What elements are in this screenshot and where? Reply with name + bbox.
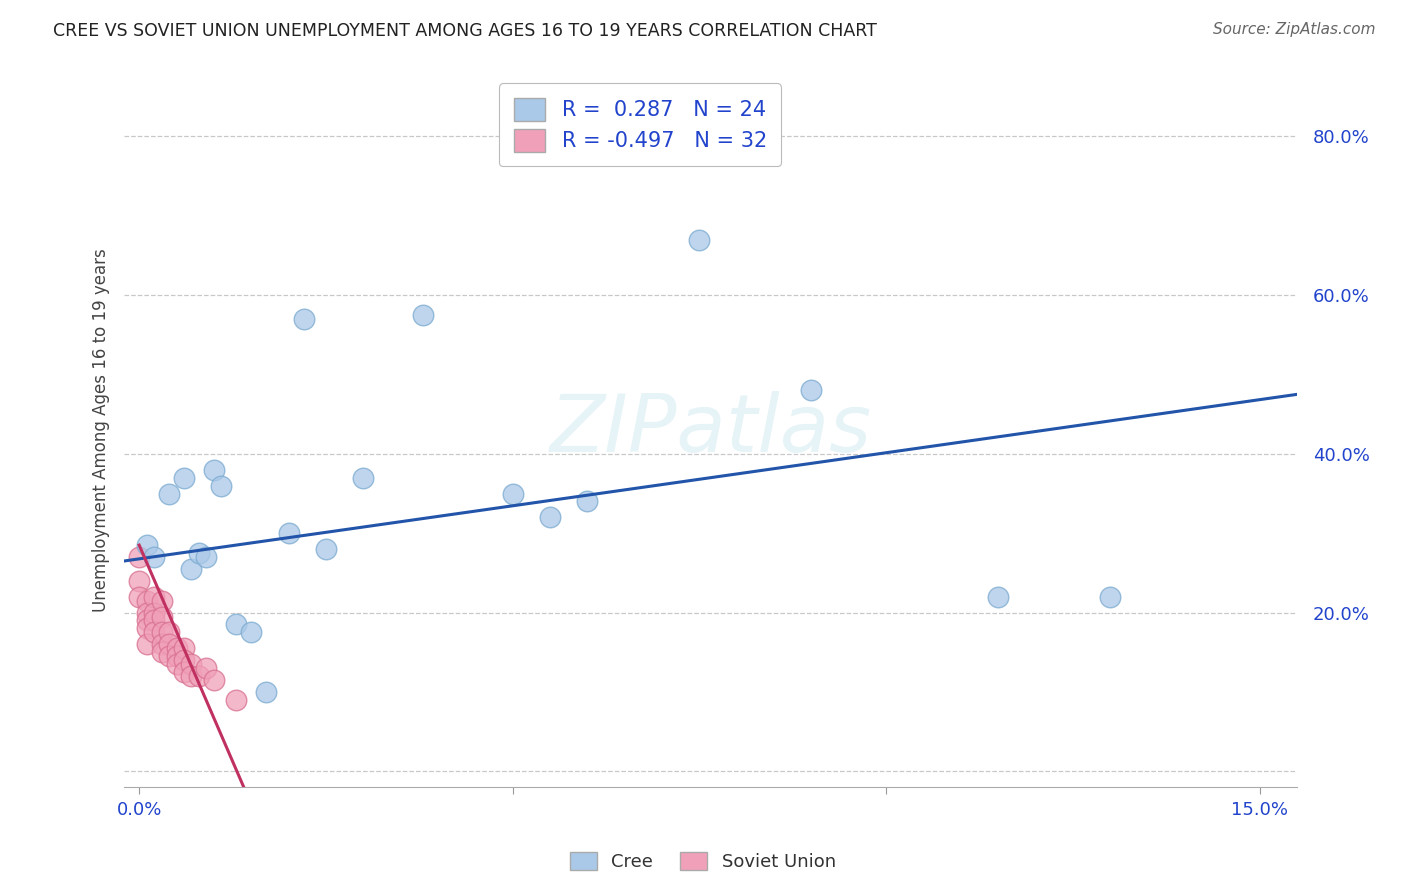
Point bbox=[187, 669, 209, 683]
Text: CREE VS SOVIET UNION UNEMPLOYMENT AMONG AGES 16 TO 19 YEARS CORRELATION CHART: CREE VS SOVIET UNION UNEMPLOYMENT AMONG … bbox=[53, 22, 877, 40]
Point bbox=[135, 593, 157, 607]
Point bbox=[150, 637, 173, 651]
Point bbox=[157, 486, 180, 500]
Point bbox=[1099, 590, 1122, 604]
Point bbox=[412, 308, 434, 322]
Point bbox=[502, 486, 524, 500]
Point bbox=[157, 625, 180, 640]
Point bbox=[688, 233, 710, 247]
Point bbox=[187, 546, 209, 560]
Point bbox=[166, 657, 188, 672]
Point bbox=[143, 614, 166, 628]
Point bbox=[128, 549, 150, 564]
Point bbox=[135, 622, 157, 636]
Point bbox=[292, 312, 315, 326]
Point bbox=[143, 549, 166, 564]
Point bbox=[173, 641, 195, 656]
Point bbox=[173, 665, 195, 679]
Point bbox=[180, 657, 202, 672]
Point bbox=[157, 637, 180, 651]
Point bbox=[209, 478, 232, 492]
Legend: R =  0.287   N = 24, R = -0.497   N = 32: R = 0.287 N = 24, R = -0.497 N = 32 bbox=[499, 83, 782, 166]
Point bbox=[150, 625, 173, 640]
Point bbox=[195, 661, 218, 675]
Point bbox=[150, 645, 173, 659]
Point bbox=[202, 463, 225, 477]
Point bbox=[135, 606, 157, 620]
Point bbox=[202, 673, 225, 687]
Point bbox=[173, 653, 195, 667]
Point bbox=[135, 637, 157, 651]
Point bbox=[157, 649, 180, 664]
Point bbox=[180, 562, 202, 576]
Y-axis label: Unemployment Among Ages 16 to 19 years: Unemployment Among Ages 16 to 19 years bbox=[93, 248, 110, 612]
Point bbox=[987, 590, 1010, 604]
Text: Source: ZipAtlas.com: Source: ZipAtlas.com bbox=[1212, 22, 1375, 37]
Point bbox=[352, 470, 374, 484]
Point bbox=[135, 538, 157, 552]
Point bbox=[128, 574, 150, 588]
Point bbox=[195, 549, 218, 564]
Point bbox=[143, 625, 166, 640]
Point bbox=[166, 649, 188, 664]
Point bbox=[180, 669, 202, 683]
Legend: Cree, Soviet Union: Cree, Soviet Union bbox=[562, 845, 844, 879]
Point bbox=[315, 542, 337, 557]
Point bbox=[538, 510, 561, 524]
Point bbox=[143, 590, 166, 604]
Point bbox=[254, 685, 277, 699]
Point bbox=[128, 590, 150, 604]
Point bbox=[225, 693, 247, 707]
Point bbox=[173, 470, 195, 484]
Point bbox=[143, 606, 166, 620]
Point bbox=[166, 641, 188, 656]
Point bbox=[225, 617, 247, 632]
Point bbox=[150, 593, 173, 607]
Point bbox=[800, 384, 823, 398]
Point bbox=[277, 526, 299, 541]
Point bbox=[150, 609, 173, 624]
Point bbox=[240, 625, 263, 640]
Point bbox=[576, 494, 599, 508]
Text: ZIPatlas: ZIPatlas bbox=[550, 391, 872, 469]
Point bbox=[135, 614, 157, 628]
